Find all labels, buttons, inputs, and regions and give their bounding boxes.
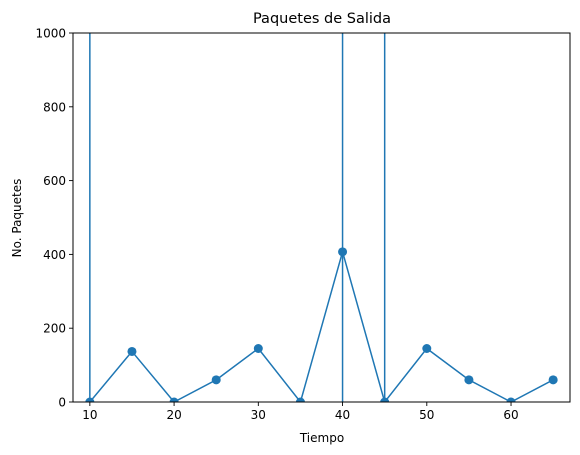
x-tick-label: 10 xyxy=(82,408,97,422)
x-axis-label: Tiempo xyxy=(299,431,344,445)
x-tick-label: 40 xyxy=(335,408,350,422)
axes-frame xyxy=(72,32,571,403)
x-tick-label: 20 xyxy=(166,408,181,422)
y-tick-label: 200 xyxy=(43,322,66,336)
data-point xyxy=(127,346,137,356)
y-axis-label: No. Paquetes xyxy=(10,179,24,258)
x-tick-label: 60 xyxy=(503,408,518,422)
data-point xyxy=(506,397,516,402)
y-tick-label: 600 xyxy=(43,174,66,188)
data-point xyxy=(85,397,95,402)
data-point xyxy=(295,397,305,402)
chart-title: Paquetes de Salida xyxy=(253,11,391,27)
data-point xyxy=(169,397,179,402)
data-point xyxy=(380,397,390,402)
data-point xyxy=(338,247,348,257)
y-tick-label: 1000 xyxy=(35,27,66,41)
y-tick-label: 800 xyxy=(43,100,66,114)
data-point xyxy=(464,375,474,385)
x-tick-label: 50 xyxy=(419,408,434,422)
data-point xyxy=(253,343,263,353)
data-point xyxy=(211,375,221,385)
plot-area xyxy=(85,33,558,402)
series-line xyxy=(89,251,554,402)
y-tick-label: 0 xyxy=(58,396,66,410)
x-tick-label: 30 xyxy=(251,408,266,422)
data-point xyxy=(548,375,558,385)
y-tick-label: 400 xyxy=(43,248,66,262)
data-point xyxy=(422,343,432,353)
